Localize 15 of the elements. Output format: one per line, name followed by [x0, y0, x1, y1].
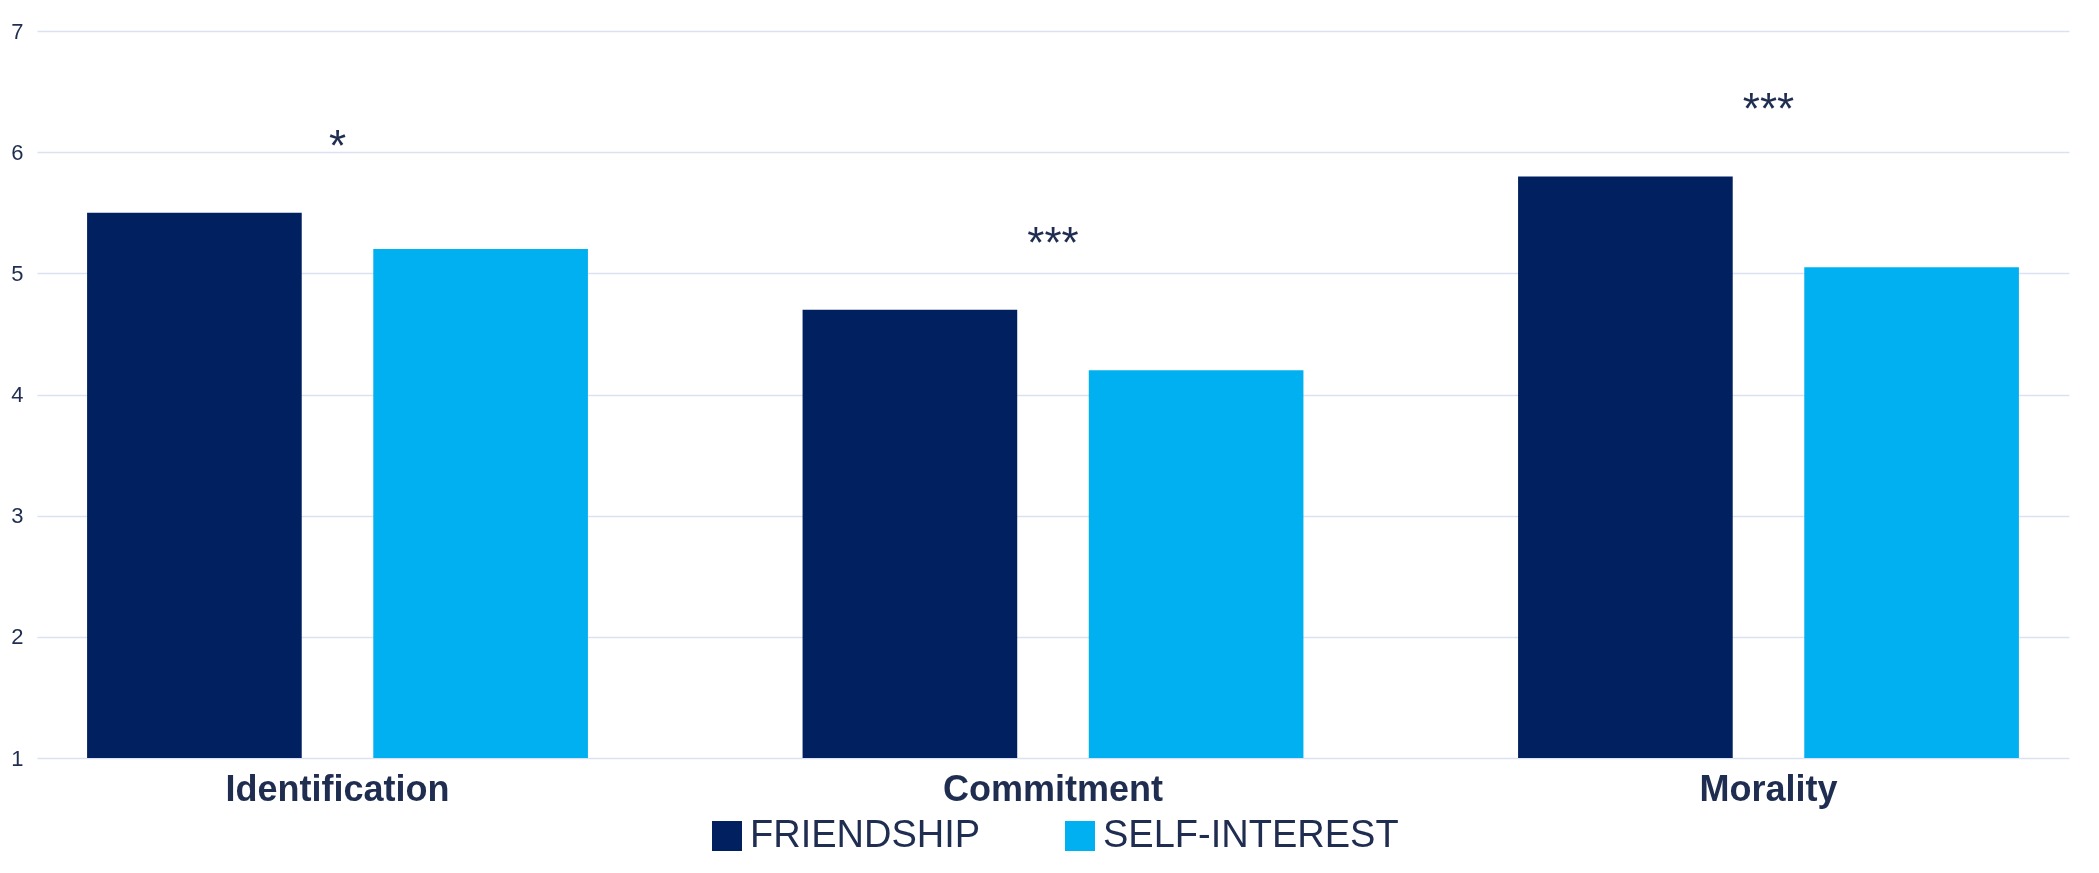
x-tick-label: Commitment: [942, 767, 1164, 809]
legend-label: SELF-INTEREST: [1103, 813, 1399, 855]
annotation: *: [328, 120, 347, 170]
y-tick-label: 4: [11, 382, 24, 407]
y-tick-label: 1: [11, 745, 24, 771]
annotation: ***: [1742, 84, 1795, 134]
legend-label: FRIENDSHIP: [750, 813, 981, 855]
y-tick-label: 3: [11, 503, 24, 529]
y-tick-label: 6: [11, 139, 24, 165]
y-tick-label: 2: [11, 624, 24, 650]
y-tick-label: 7: [11, 18, 24, 44]
x-tick-label: Morality: [1699, 767, 1838, 809]
annotation: ***: [1027, 217, 1079, 267]
x-tick-label: Identification: [225, 767, 450, 809]
y-tick-label: 5: [11, 260, 24, 286]
